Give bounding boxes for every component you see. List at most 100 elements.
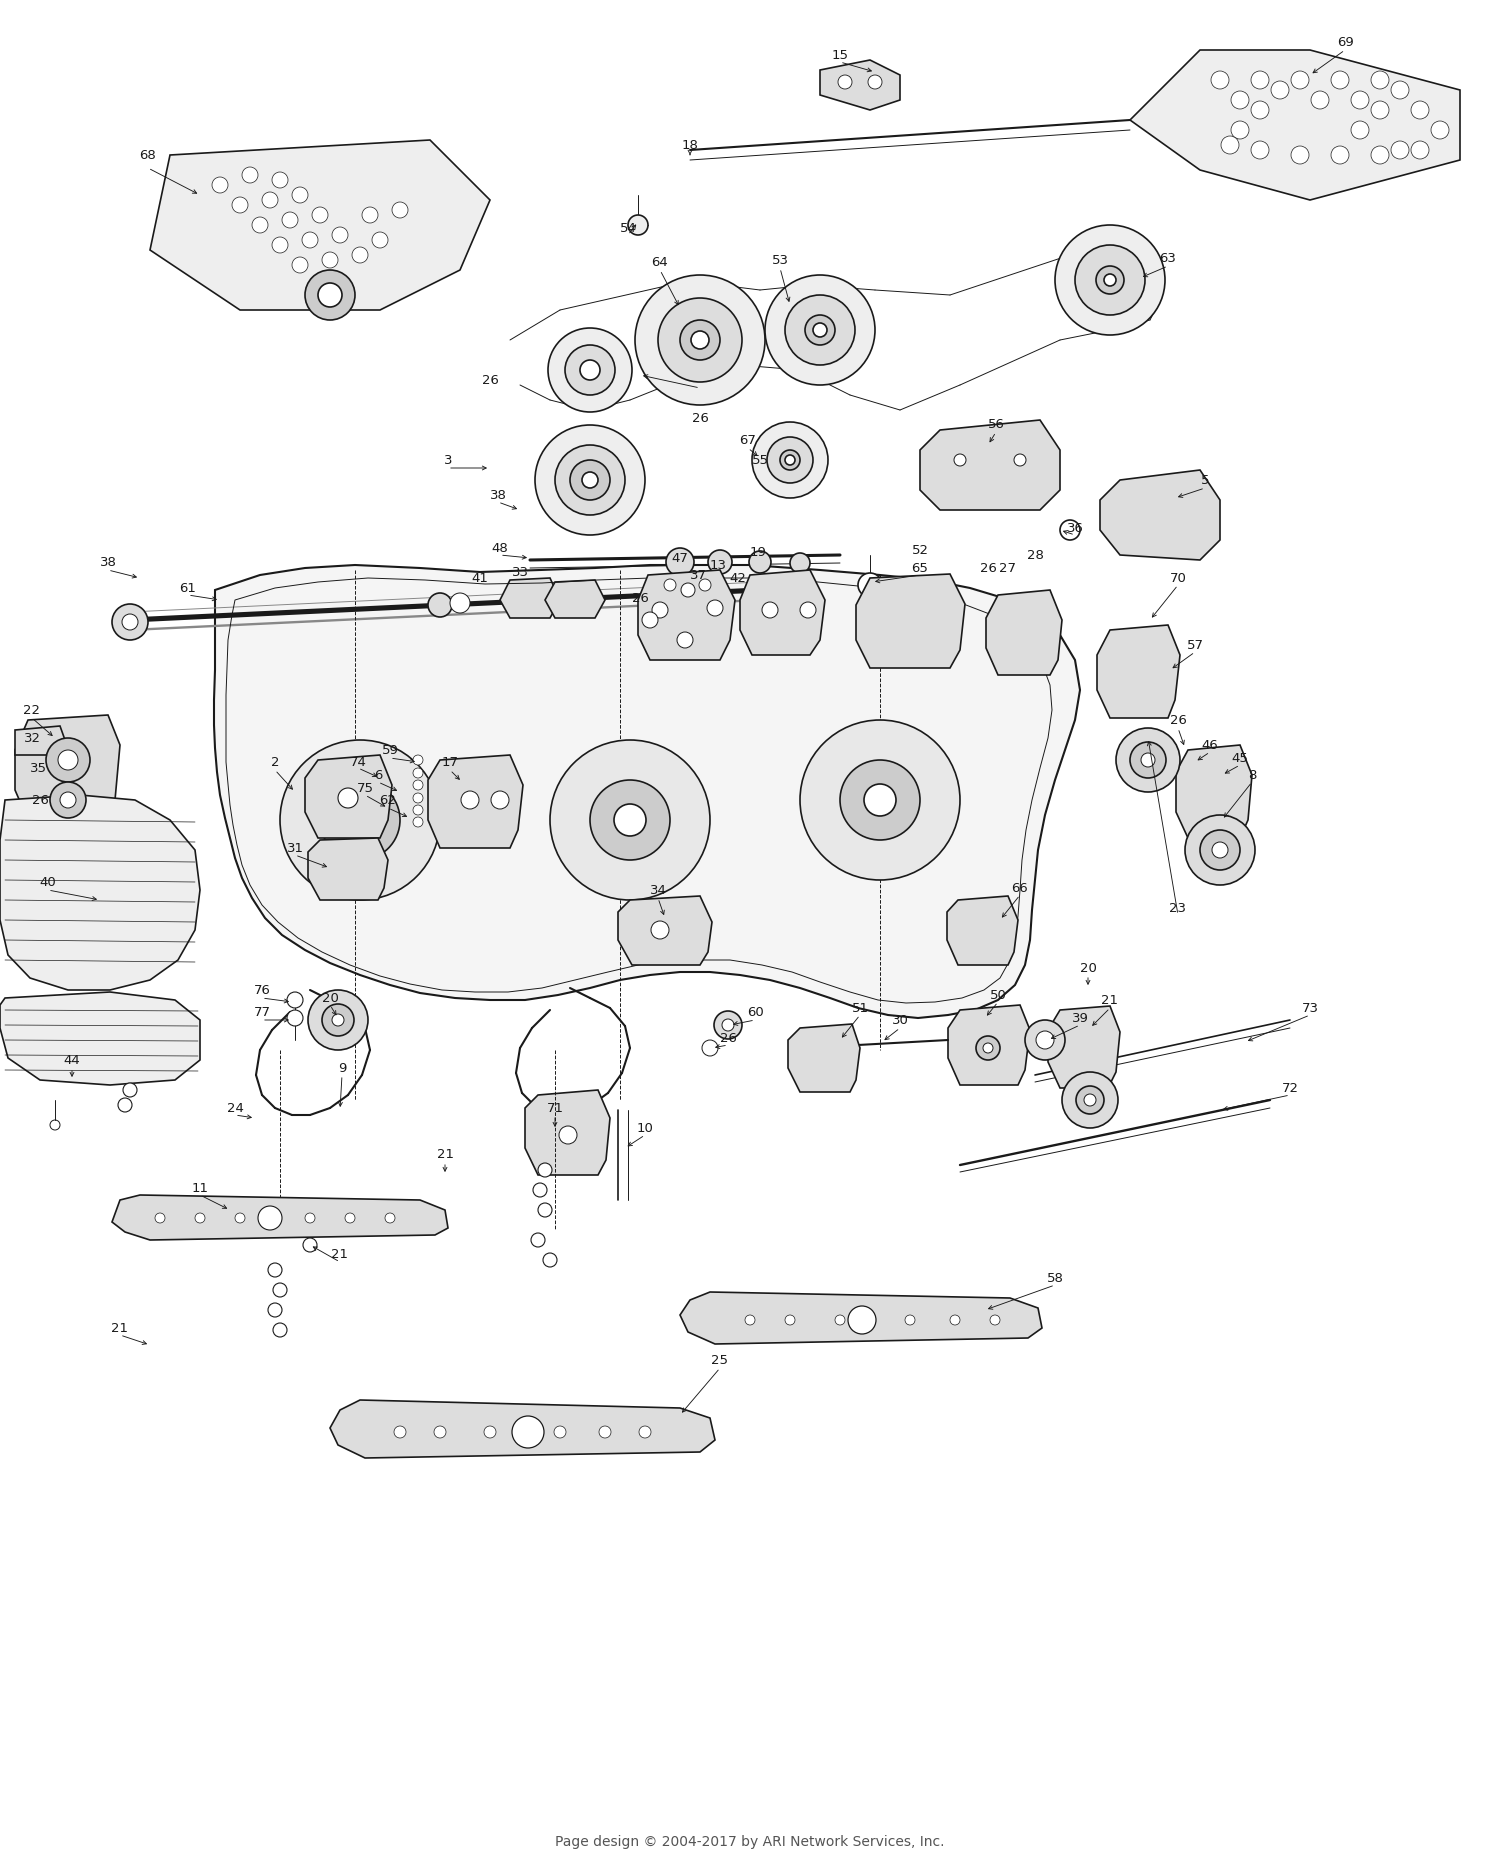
Text: 51: 51 [852,1002,868,1015]
Circle shape [1371,71,1389,90]
Text: 15: 15 [831,49,849,62]
Text: 6: 6 [374,768,382,781]
Text: 50: 50 [990,989,1006,1002]
Polygon shape [1096,626,1180,717]
Circle shape [332,1013,344,1026]
Circle shape [338,789,358,807]
Circle shape [123,1083,136,1098]
Circle shape [413,805,423,815]
Circle shape [538,1163,552,1176]
Text: 26: 26 [692,412,708,425]
Polygon shape [15,727,64,755]
Polygon shape [1100,470,1220,560]
Circle shape [531,1232,544,1247]
Text: 62: 62 [380,794,396,807]
Polygon shape [986,590,1062,674]
Text: 40: 40 [39,875,57,888]
Circle shape [762,601,778,618]
Circle shape [413,779,423,790]
Text: 65: 65 [912,562,928,575]
Circle shape [1036,1030,1054,1049]
Circle shape [752,421,828,498]
Text: 45: 45 [1232,751,1248,764]
Text: 76: 76 [254,983,270,996]
Text: 22: 22 [24,704,40,717]
Text: 47: 47 [672,551,688,564]
Circle shape [273,1283,286,1296]
Circle shape [1330,71,1348,90]
Circle shape [1076,1086,1104,1114]
Text: 67: 67 [740,433,756,446]
Circle shape [236,1214,244,1223]
Circle shape [1221,137,1239,154]
Circle shape [232,197,248,214]
Circle shape [427,594,451,616]
Circle shape [806,315,836,345]
Circle shape [282,212,298,229]
Circle shape [864,785,895,817]
Circle shape [332,227,348,243]
Circle shape [1292,146,1310,165]
Circle shape [582,472,598,489]
Circle shape [1054,225,1166,335]
Circle shape [904,1315,915,1324]
Text: 31: 31 [286,841,303,854]
Circle shape [112,603,148,641]
Circle shape [847,1305,876,1334]
Circle shape [1371,101,1389,120]
Circle shape [868,75,882,90]
Circle shape [548,328,632,412]
Text: 21: 21 [436,1148,453,1161]
Circle shape [303,1238,316,1251]
Circle shape [1251,140,1269,159]
Circle shape [386,1214,394,1223]
Text: 44: 44 [63,1053,81,1066]
Circle shape [839,75,852,90]
Circle shape [1185,815,1256,886]
Circle shape [344,804,376,835]
Text: 39: 39 [1071,1011,1089,1025]
Circle shape [538,1202,552,1217]
Circle shape [272,172,288,187]
Text: 48: 48 [492,541,508,554]
Text: 9: 9 [338,1062,346,1075]
Circle shape [262,193,278,208]
Circle shape [122,614,138,629]
Circle shape [580,360,600,380]
Polygon shape [112,1195,448,1240]
Text: 23: 23 [1170,901,1186,914]
Circle shape [702,1040,718,1056]
Circle shape [512,1416,544,1448]
Text: 70: 70 [1170,571,1186,584]
Circle shape [765,275,874,386]
Text: 21: 21 [111,1322,129,1334]
Circle shape [433,1425,445,1438]
Circle shape [766,436,813,483]
Text: 19: 19 [750,545,766,558]
Circle shape [1076,245,1144,315]
Circle shape [570,461,610,500]
Polygon shape [1048,1006,1120,1088]
Text: 37: 37 [690,569,706,581]
Text: 11: 11 [192,1182,208,1195]
Polygon shape [150,140,490,311]
Circle shape [292,257,308,273]
Text: 42: 42 [729,571,747,584]
Circle shape [614,804,646,835]
Circle shape [784,296,855,365]
Circle shape [252,217,268,232]
Text: 66: 66 [1011,882,1029,895]
Circle shape [800,719,960,880]
Text: 41: 41 [471,571,489,584]
Polygon shape [214,566,1080,1019]
Polygon shape [330,1399,716,1457]
Text: 26: 26 [980,562,996,575]
Circle shape [484,1425,496,1438]
Circle shape [318,283,342,307]
Text: 5: 5 [1200,474,1209,487]
Circle shape [566,345,615,395]
Circle shape [242,167,258,184]
Text: 74: 74 [350,755,366,768]
Circle shape [1104,273,1116,287]
Polygon shape [920,420,1060,509]
